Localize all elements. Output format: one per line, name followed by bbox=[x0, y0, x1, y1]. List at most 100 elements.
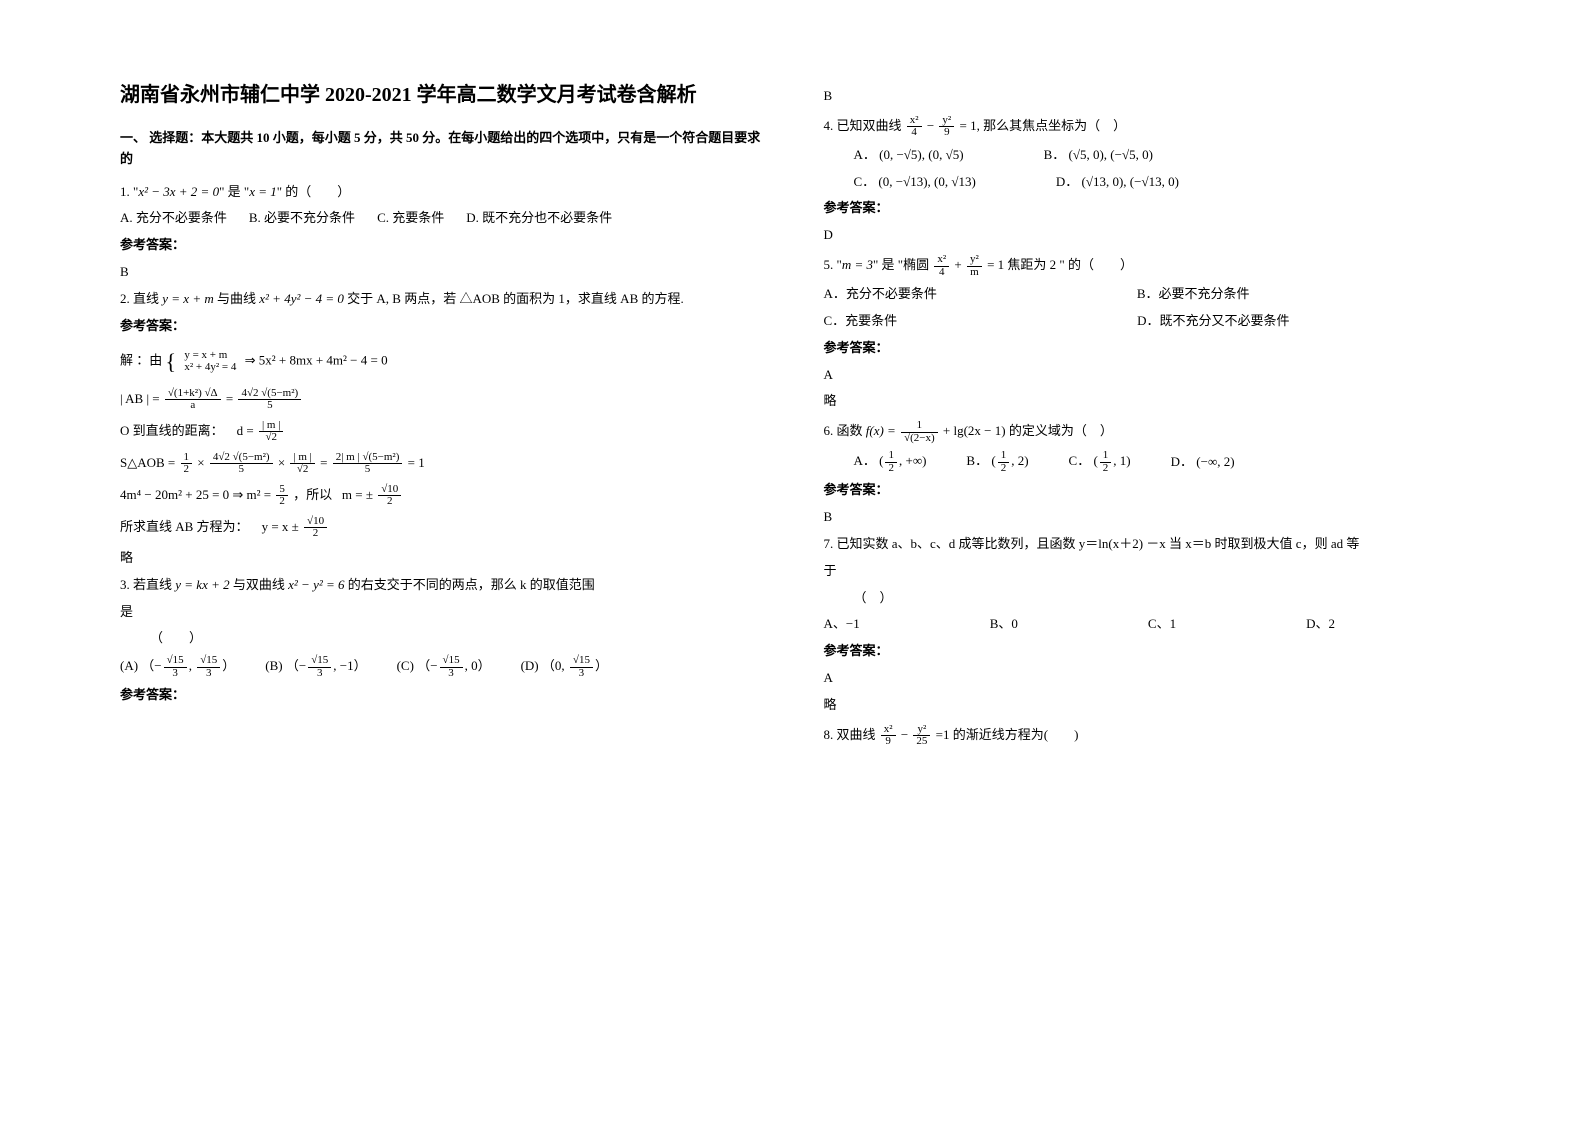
q3-Bd: 3 bbox=[308, 668, 331, 680]
q2-s2d: 5 bbox=[210, 464, 273, 476]
q7-optA: A、−1 bbox=[824, 614, 860, 635]
q2-poly: 4m⁴ − 20m² + 25 = 0 ⇒ m² = 52 ，所以 m = ± … bbox=[120, 484, 764, 508]
brace-icon: { bbox=[166, 349, 177, 374]
q3-c: 的右支交于不同的两点，那么 k 的取值范围 bbox=[345, 577, 595, 592]
q2-final-d: 2 bbox=[304, 528, 327, 540]
page-title: 湖南省永州市辅仁中学 2020-2021 学年高二数学文月考试卷含解析 bbox=[120, 80, 764, 110]
question-7-line1: 7. 已知实数 a、b、c、d 成等比数列，且函数 y＝ln(x＋2) －x 当… bbox=[824, 534, 1468, 555]
q6-Br: 2) bbox=[1018, 453, 1029, 468]
q5-optA: A．充分不必要条件 bbox=[824, 284, 937, 305]
q2-final: 所求直线 AB 方程为： y = x ± √102 bbox=[120, 516, 764, 540]
q3-answer: B bbox=[824, 86, 1468, 107]
q6-Cd: 2 bbox=[1100, 463, 1112, 475]
q3-D: (D) bbox=[521, 658, 539, 673]
q2-final-prefix: 所求直线 AB 方程为： bbox=[120, 519, 249, 534]
q2-s1d: 2 bbox=[181, 464, 193, 476]
q3-options: (A) （−√153, √153） (B) （−√153, −1） (C) （−… bbox=[120, 655, 764, 679]
q2-b: 与曲线 bbox=[214, 291, 260, 306]
q4-options-row1: A． (0, −√5), (0, √5) B． (√5, 0), (−√5, 0… bbox=[824, 145, 1468, 166]
q5-cond: m = 3 bbox=[842, 257, 873, 272]
q1-expr1: x² − 3x + 2 = 0 bbox=[138, 184, 219, 199]
q6-An: 1 bbox=[885, 450, 897, 463]
q6-optA: A． (12, +∞) bbox=[854, 450, 927, 474]
q3-Dn: √15 bbox=[570, 655, 593, 668]
q2-dist-label: O 到直线的距离： bbox=[120, 423, 224, 438]
answer-label: 参考答案： bbox=[824, 480, 1468, 501]
q1-answer: B bbox=[120, 262, 764, 283]
q2-system: 解 ：由 { y = x + m x² + 4y² = 4 ⇒ 5x² + 8m… bbox=[120, 344, 764, 379]
q4-DL: D． bbox=[1056, 174, 1078, 189]
q2-sys2: x² + 4y² = 4 bbox=[181, 362, 239, 374]
q3-paren: （ ） bbox=[120, 628, 764, 649]
q5-d2: m bbox=[967, 267, 982, 279]
q6-plus: + lg(2x − 1) bbox=[943, 423, 1006, 438]
q4-optA: A． (0, −√5), (0, √5) bbox=[854, 145, 964, 166]
q3-optC: (C) （−√153, 0） bbox=[397, 655, 491, 679]
q2-final-eq: y = x ± bbox=[262, 519, 299, 534]
q3-optA: (A) （−√153, √153） bbox=[120, 655, 235, 679]
q4-a: 4. 已知双曲线 bbox=[824, 118, 902, 133]
q2-ab-label: | AB | = bbox=[120, 391, 160, 406]
q6-Bd: 2 bbox=[998, 463, 1010, 475]
answer-label: 参考答案： bbox=[824, 198, 1468, 219]
q5-c: = 1 焦距为 2 " 的（ ） bbox=[987, 257, 1133, 272]
q4-d2: 9 bbox=[939, 127, 954, 139]
q2-poly-d: 2 bbox=[276, 496, 288, 508]
q6-A: A． bbox=[854, 453, 876, 468]
q4-C1: (0, −√13) bbox=[878, 174, 927, 189]
q6-B: B． bbox=[966, 453, 988, 468]
answer-label: 参考答案： bbox=[824, 338, 1468, 359]
q3-d: 是 bbox=[120, 602, 764, 623]
q2-ab-d2: 5 bbox=[238, 400, 301, 412]
q3-A: (A) bbox=[120, 658, 138, 673]
q3-hyp: x² − y² = 6 bbox=[288, 577, 344, 592]
q2-s4d: 5 bbox=[333, 464, 403, 476]
q4-CL: C． bbox=[854, 174, 876, 189]
q3-Cd: 3 bbox=[440, 668, 463, 680]
q2-area: S△AOB = 12 × 4√2 √(5−m²)5 × | m |√2 = 2|… bbox=[120, 452, 764, 476]
q3-D1: 0 bbox=[555, 658, 562, 673]
q5-options-row1: A．充分不必要条件 B．必要不充分条件 bbox=[824, 284, 1468, 305]
q3-An2: √15 bbox=[197, 655, 220, 668]
q7-optD: D、2 bbox=[1306, 614, 1335, 635]
q4-A1: (0, −√5) bbox=[879, 147, 922, 162]
q2-s-label: S△AOB = bbox=[120, 455, 175, 470]
q3-optD: (D) （0, √153） bbox=[521, 655, 608, 679]
q4-D2: (−√13, 0) bbox=[1130, 174, 1179, 189]
q3-B: (B) bbox=[265, 658, 282, 673]
q4-optB: B． (√5, 0), (−√5, 0) bbox=[1044, 145, 1153, 166]
q4-B1: (√5, 0) bbox=[1068, 147, 1103, 162]
q6-b: 的定义域为（ ） bbox=[1009, 423, 1113, 438]
q7-options: A、−1 B、0 C、1 D、2 bbox=[824, 614, 1468, 635]
q3-optB: (B) （−√153, −1） bbox=[265, 655, 366, 679]
q7-optC: C、1 bbox=[1148, 614, 1176, 635]
q6-D: D． bbox=[1171, 454, 1193, 469]
q4-b: = 1, 那么其焦点坐标为（ ） bbox=[959, 118, 1126, 133]
q4-answer: D bbox=[824, 225, 1468, 246]
q3-Dd: 3 bbox=[570, 668, 593, 680]
q2-s3d: √2 bbox=[290, 464, 314, 476]
q6-optC: C． (12, 1) bbox=[1069, 450, 1131, 474]
q5-d1: 4 bbox=[934, 267, 949, 279]
q1-options: A. 充分不必要条件 B. 必要不充分条件 C. 充要条件 D. 既不充分也不必… bbox=[120, 208, 764, 229]
q6-Cn: 1 bbox=[1100, 450, 1112, 463]
answer-label: 参考答案： bbox=[120, 685, 764, 706]
q2-poly-m: m = ± bbox=[342, 487, 373, 502]
q2-poly-md: 2 bbox=[378, 496, 401, 508]
q1-expr2: x = 1 bbox=[249, 184, 277, 199]
q6-optB: B． (12, 2) bbox=[966, 450, 1028, 474]
q6-t1d: √(2−x) bbox=[901, 433, 938, 445]
q2-dist-d: d = bbox=[237, 423, 254, 438]
q4-options-row2: C． (0, −√13), (0, √13) D． (√13, 0), (−√1… bbox=[824, 172, 1468, 193]
q2-curve: x² + 4y² − 4 = 0 bbox=[259, 291, 344, 306]
q2-line: y = x + m bbox=[162, 291, 213, 306]
q1-optB: B. 必要不充分条件 bbox=[249, 208, 355, 229]
q2-a: 2. 直线 bbox=[120, 291, 162, 306]
q6-answer: B bbox=[824, 507, 1468, 528]
q2-sol-prefix: 解 ：由 bbox=[120, 353, 162, 368]
q4-B: B． bbox=[1044, 147, 1066, 162]
q2-dist-dd: √2 bbox=[259, 432, 283, 444]
q3-a: 3. 若直线 bbox=[120, 577, 175, 592]
q2-ab-mid: = bbox=[226, 391, 233, 406]
q5-n1: x² bbox=[934, 254, 949, 267]
